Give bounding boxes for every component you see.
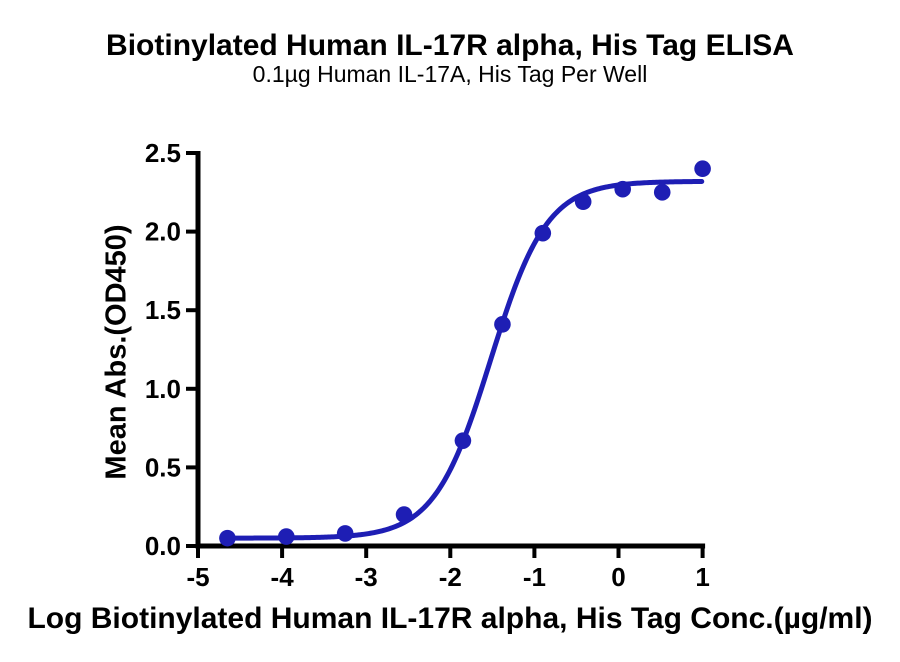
y-tick-label: 0.0 <box>145 531 181 561</box>
y-tick-label: 2.0 <box>145 217 181 247</box>
chart-subtitle: 0.1µg Human IL-17A, His Tag Per Well <box>252 61 648 87</box>
data-point <box>494 316 511 333</box>
data-point <box>534 224 552 242</box>
x-tick-label: -3 <box>355 562 378 592</box>
y-axis-label: Mean Abs.(OD450) <box>100 224 133 480</box>
x-axis-label: Log Biotinylated Human IL-17R alpha, His… <box>27 602 873 635</box>
y-tick-label: 2.5 <box>145 138 181 168</box>
chart-title: Biotinylated Human IL-17R alpha, His Tag… <box>106 29 794 62</box>
data-point <box>614 180 632 198</box>
x-tick-label: 1 <box>695 562 709 592</box>
x-tick-label: -5 <box>186 562 209 592</box>
y-tick-label: 0.5 <box>145 452 181 482</box>
data-point <box>694 160 711 178</box>
y-tick-label: 1.5 <box>145 295 181 325</box>
data-point <box>574 193 592 211</box>
y-tick-label: 1.0 <box>145 374 181 404</box>
data-point <box>454 432 472 449</box>
x-tick-label: -4 <box>271 562 295 592</box>
x-tick-label: -2 <box>439 562 462 592</box>
x-tick-label: 0 <box>611 562 625 592</box>
x-tick-label: -1 <box>523 562 546 592</box>
data-point <box>278 528 295 545</box>
fit-curve <box>224 178 705 541</box>
data-point <box>653 184 671 201</box>
data-point <box>336 525 354 542</box>
data-point <box>219 529 236 547</box>
data-point <box>395 506 413 523</box>
